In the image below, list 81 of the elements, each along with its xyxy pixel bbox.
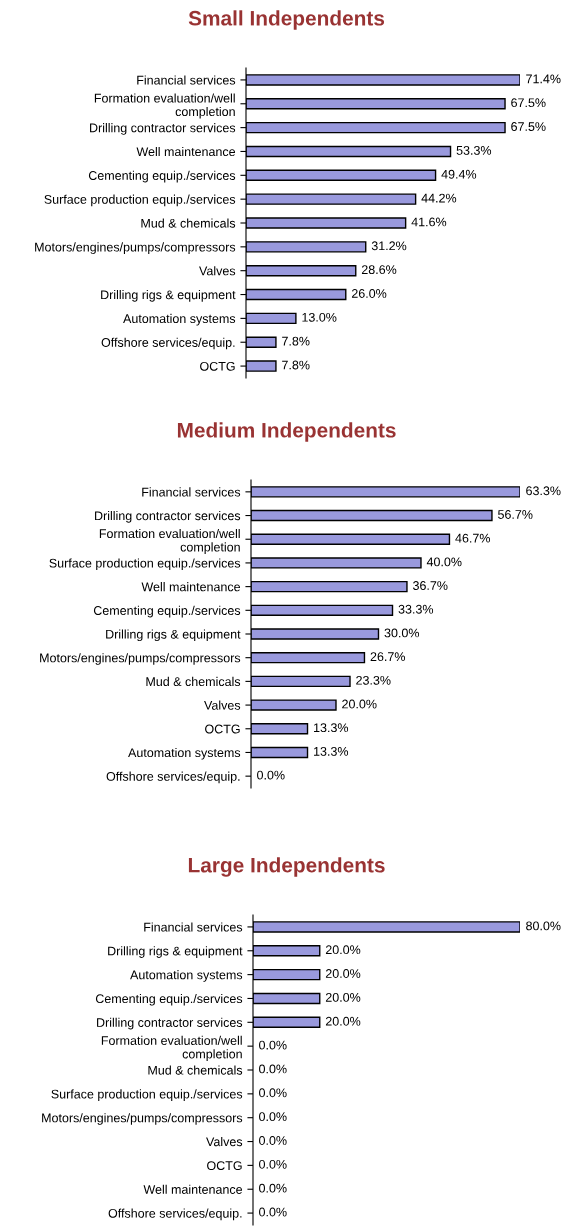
y-tick-label: Surface production equip./services	[51, 1089, 243, 1101]
y-tick-label: Automation systems	[130, 970, 243, 982]
data-label: 53.3%	[456, 145, 492, 155]
chart-title: Large Independents	[188, 857, 385, 877]
y-tick-label: Drilling contractor services	[97, 1017, 243, 1030]
y-tick-label: Valves	[199, 266, 236, 276]
y-tick-label: Drilling rigs & equipment	[106, 629, 241, 642]
y-tick-label: Surface production equip./services	[49, 558, 241, 571]
data-label: 40.0%	[426, 557, 462, 567]
y-tick-label: Cementing equip./services	[93, 605, 241, 618]
y-tick-label: Drilling contractor services	[95, 511, 241, 523]
chart-title: Medium Independents	[177, 422, 396, 442]
y-tick-label: Mud & chemicals	[146, 676, 241, 687]
data-label: 26.0%	[351, 289, 387, 298]
data-label: 20.0%	[325, 945, 361, 955]
data-label: 0.0%	[259, 1088, 287, 1098]
y-tick-label: Cementing equip./services	[88, 170, 236, 183]
y-tick-label: Automation systems	[128, 747, 241, 760]
y-tick-label: Formation evaluation/well completion	[94, 93, 235, 119]
data-label: 0.0%	[259, 1183, 287, 1193]
data-label: 20.0%	[325, 992, 361, 1002]
data-label: 0.0%	[257, 770, 285, 780]
y-tick-label: OCTG	[207, 1161, 242, 1171]
data-label: 67.5%	[511, 98, 546, 108]
data-label: 7.8%	[282, 336, 310, 346]
data-label: 0.0%	[259, 1207, 287, 1217]
y-tick-label: Financial services	[144, 922, 243, 932]
y-tick-label: Cementing equip./services	[95, 993, 243, 1006]
y-tick-label: Valves	[206, 1137, 243, 1147]
data-label: 36.7%	[412, 581, 448, 590]
data-label: 63.3%	[526, 486, 561, 496]
data-label: 67.5%	[511, 122, 546, 131]
data-label: 0.0%	[259, 1064, 287, 1074]
data-label: 23.3%	[356, 675, 391, 685]
y-tick-label: Financial services	[137, 75, 236, 85]
data-label: 0.0%	[259, 1040, 287, 1050]
data-label: 0.0%	[259, 1159, 287, 1169]
data-label: 26.7%	[370, 652, 406, 662]
y-tick-label: Drilling rigs & equipment	[101, 290, 236, 302]
y-tick-label: Surface production equip./services	[44, 194, 236, 207]
data-label: 33.3%	[398, 604, 434, 614]
data-label: 28.6%	[361, 265, 397, 275]
y-tick-label: Well maintenance	[141, 582, 241, 592]
data-label: 80.0%	[526, 921, 561, 931]
y-tick-label: Offshore services/equip.	[106, 771, 240, 784]
data-label: 0.0%	[259, 1136, 287, 1145]
y-tick-label: Automation systems	[123, 313, 236, 326]
data-label: 13.3%	[314, 723, 349, 733]
data-label: 20.0%	[342, 699, 377, 709]
y-tick-label: Mud & chemicals	[148, 1065, 243, 1075]
y-tick-label: Offshore services/equip.	[108, 1208, 242, 1221]
data-label: 46.7%	[455, 533, 491, 543]
y-tick-label: Well maintenance	[143, 1184, 243, 1194]
chart-title: Small Independents	[188, 10, 385, 30]
data-label: 20.0%	[325, 969, 361, 978]
data-label: 13.0%	[302, 312, 337, 322]
data-label: 30.0%	[384, 628, 420, 638]
y-tick-label: Drilling contractor services	[90, 123, 236, 135]
y-tick-label: Formation evaluation/well completion	[101, 1035, 242, 1061]
y-tick-label: Well maintenance	[136, 146, 236, 157]
y-tick-label: Formation evaluation/well completion	[99, 528, 240, 554]
y-tick-label: OCTG	[200, 361, 235, 371]
y-tick-label: Valves	[204, 700, 241, 710]
y-tick-label: Mud & chemicals	[141, 218, 236, 228]
data-label: 7.8%	[282, 360, 310, 370]
y-tick-label: Offshore services/equip.	[101, 337, 235, 350]
y-tick-label: Drilling rigs & equipment	[108, 946, 243, 958]
data-label: 31.2%	[371, 241, 407, 251]
data-label: 71.4%	[526, 74, 561, 84]
y-tick-label: Motors/engines/pumps/compressors	[35, 242, 236, 254]
data-label: 56.7%	[498, 510, 533, 519]
y-tick-label: Financial services	[142, 487, 241, 497]
y-tick-label: Motors/engines/pumps/compressors	[40, 653, 241, 665]
data-label: 13.3%	[314, 746, 349, 756]
y-tick-label: Motors/engines/pumps/compressors	[42, 1113, 243, 1125]
data-label: 44.2%	[421, 193, 457, 203]
data-label: 0.0%	[259, 1112, 287, 1122]
y-tick-label: OCTG	[205, 724, 240, 734]
data-label: 49.4%	[441, 169, 477, 179]
data-label: 41.6%	[411, 217, 447, 227]
data-label: 20.0%	[325, 1016, 361, 1026]
